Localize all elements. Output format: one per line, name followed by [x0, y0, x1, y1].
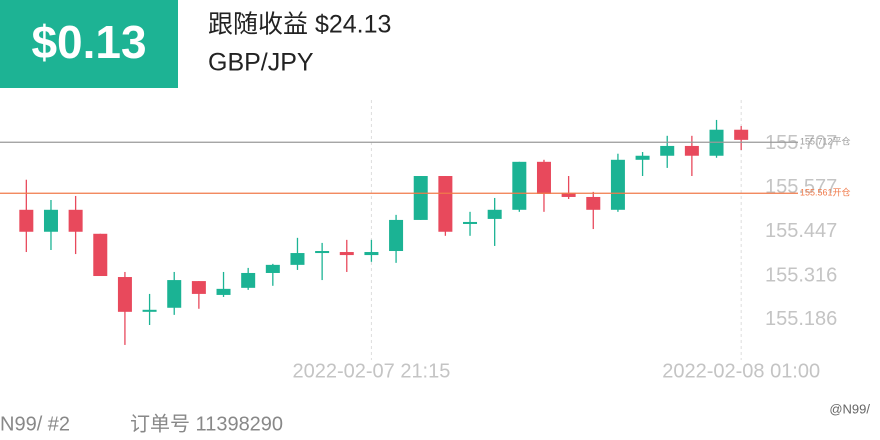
y-tick-label: 155.577 [765, 176, 837, 198]
candle-body [364, 252, 379, 256]
badge-box [0, 0, 178, 88]
candle-body [610, 159, 625, 210]
x-tick-label: 2022-02-07 21:15 [292, 360, 450, 382]
candle-body [438, 176, 453, 232]
badge: $0.13 [31, 16, 146, 68]
candle-body [265, 264, 280, 273]
candle-body [389, 219, 404, 252]
candle-body [660, 145, 675, 156]
y-tick-label: 155.186 [765, 308, 837, 330]
candle-body [43, 209, 58, 232]
candle-body [68, 209, 83, 232]
candle-body [241, 272, 256, 288]
candle-body [167, 280, 182, 308]
y-tick-label: 155.316 [765, 264, 837, 286]
candle-body [512, 161, 527, 210]
order-number: 订单号 11398290 [130, 412, 283, 435]
candle-body [734, 129, 749, 140]
candle-body [19, 209, 34, 232]
candle-body [487, 209, 502, 219]
subtitle: GBP/JPY [208, 49, 314, 77]
candle-body [413, 176, 428, 220]
title: 跟随收益 $24.13 [208, 11, 391, 39]
watermark: @N99/ [829, 401, 870, 416]
candle-body [191, 281, 206, 294]
x-tick-label: 2022-02-08 01:00 [662, 360, 820, 382]
candle-body [142, 309, 157, 312]
candle-body [216, 288, 231, 295]
account: N99/ #2 [0, 413, 70, 435]
candle-body [463, 221, 478, 224]
candle-body [561, 192, 576, 197]
level-label: 155.712平仓 [800, 136, 851, 147]
candle-body [536, 161, 551, 194]
candle-body [93, 233, 108, 277]
y-tick-label: 155.447 [765, 220, 837, 242]
y-tick-label: 155.707 [765, 132, 837, 154]
candle-body [315, 251, 330, 254]
candle-body [290, 253, 305, 265]
candle-body [635, 155, 650, 160]
candle-body [117, 277, 132, 312]
level-label: 155.561开仓 [800, 187, 851, 198]
candle-body [586, 196, 601, 210]
candle-body [339, 252, 354, 256]
candle-body [684, 145, 699, 156]
